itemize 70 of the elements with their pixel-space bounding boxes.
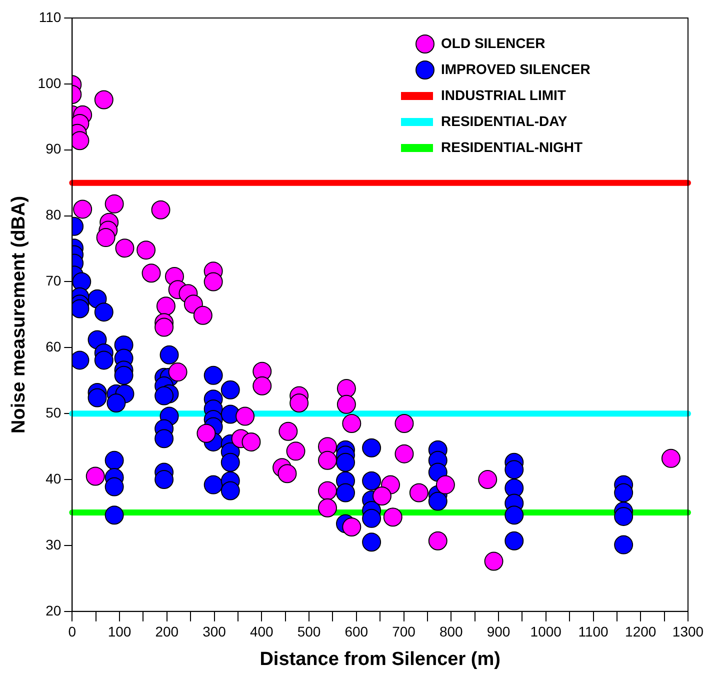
point bbox=[318, 481, 337, 500]
point bbox=[484, 552, 504, 571]
x-tick-label: 100 bbox=[108, 624, 132, 640]
point bbox=[252, 376, 272, 396]
point bbox=[383, 508, 402, 527]
point bbox=[336, 394, 356, 414]
x-tick-label: 400 bbox=[250, 624, 274, 640]
point bbox=[318, 498, 337, 518]
point bbox=[278, 422, 298, 441]
x-tick-label: 200 bbox=[155, 624, 179, 640]
y-tick-label: 50 bbox=[46, 404, 62, 420]
point bbox=[436, 475, 455, 494]
point bbox=[96, 228, 116, 248]
point bbox=[478, 470, 498, 490]
x-tick-label: 1300 bbox=[672, 624, 704, 640]
y-tick-label: 20 bbox=[46, 602, 62, 618]
x-tick-label: 700 bbox=[392, 624, 416, 640]
y-tick-label: 70 bbox=[46, 272, 62, 289]
x-tick-label: 1000 bbox=[530, 624, 562, 640]
point bbox=[115, 238, 134, 258]
point bbox=[104, 194, 124, 214]
point bbox=[290, 394, 309, 413]
x-axis-title: Distance from Silencer (m) bbox=[260, 648, 500, 670]
y-axis-title: Noise measurement (dBA) bbox=[8, 196, 30, 434]
legend-label: IMPROVED SILENCER bbox=[441, 60, 590, 77]
point bbox=[242, 432, 261, 452]
point bbox=[136, 240, 156, 260]
x-tick-label: 300 bbox=[202, 624, 226, 640]
x-tick-label: 800 bbox=[439, 624, 464, 640]
legend-label: OLD SILENCER bbox=[441, 34, 546, 51]
x-tick-label: 500 bbox=[297, 624, 321, 640]
y-tick-label: 30 bbox=[46, 536, 62, 552]
y-tick-label: 90 bbox=[46, 140, 62, 157]
point bbox=[394, 444, 414, 464]
point bbox=[156, 296, 176, 316]
legend-label: RESIDENTIAL-DAY bbox=[441, 112, 568, 129]
point bbox=[151, 200, 170, 220]
point bbox=[196, 424, 216, 443]
point bbox=[342, 518, 362, 537]
y-tick-label: 40 bbox=[46, 470, 62, 486]
point bbox=[142, 264, 161, 283]
y-tick-label: 80 bbox=[46, 206, 62, 223]
x-tick-label: 1200 bbox=[625, 624, 656, 640]
point bbox=[286, 442, 306, 461]
y-tick-label: 110 bbox=[38, 8, 62, 25]
x-tick-label: 1100 bbox=[578, 624, 609, 640]
point bbox=[278, 464, 297, 484]
point bbox=[342, 414, 362, 433]
point bbox=[318, 450, 337, 470]
point bbox=[168, 362, 188, 382]
point bbox=[394, 414, 414, 433]
point bbox=[204, 272, 223, 292]
legend-label: INDUSTRIAL LIMIT bbox=[441, 86, 566, 103]
y-tick-label: 100 bbox=[38, 74, 62, 91]
point bbox=[73, 200, 92, 219]
y-tick-label: 60 bbox=[46, 338, 62, 355]
point bbox=[661, 448, 680, 468]
point bbox=[94, 90, 114, 110]
x-tick-label: 900 bbox=[486, 624, 510, 640]
point bbox=[86, 466, 105, 486]
point bbox=[409, 483, 428, 502]
point bbox=[372, 486, 392, 506]
point bbox=[193, 306, 212, 325]
point bbox=[154, 318, 174, 337]
legend-label: RESIDENTIAL-NIGHT bbox=[441, 138, 583, 155]
point bbox=[236, 406, 255, 426]
x-tick-label: 0 bbox=[68, 624, 76, 640]
point bbox=[428, 531, 448, 550]
point bbox=[336, 379, 356, 398]
x-tick-label: 600 bbox=[344, 624, 368, 640]
